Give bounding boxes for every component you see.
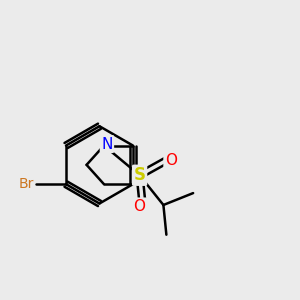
Text: O: O xyxy=(165,153,177,168)
Text: Br: Br xyxy=(18,177,34,191)
Text: O: O xyxy=(134,199,146,214)
Text: S: S xyxy=(134,166,146,184)
Text: N: N xyxy=(101,136,112,152)
